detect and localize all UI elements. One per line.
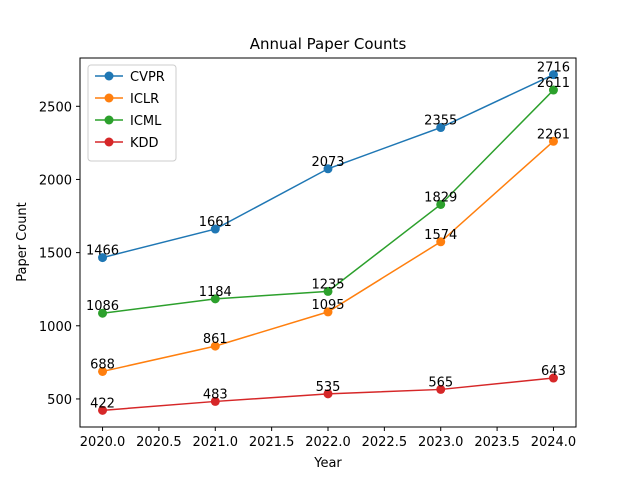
data-label-iclr: 861 <box>203 332 228 347</box>
y-axis-title: Paper Count <box>15 202 30 282</box>
legend-marker-icml <box>104 115 114 125</box>
data-point-icml <box>548 85 558 95</box>
data-point-iclr <box>548 136 558 146</box>
data-point-cvpr <box>323 164 333 174</box>
data-label-kdd: 422 <box>90 396 115 411</box>
data-label-kdd: 643 <box>541 364 566 379</box>
y-tick-label: 2000 <box>39 173 72 188</box>
data-point-icml <box>323 286 333 296</box>
data-point-cvpr <box>436 123 446 133</box>
data-point-icml <box>436 199 446 209</box>
data-point-cvpr <box>548 70 558 80</box>
y-axis: 500 1000 1500 2000 2500 <box>39 100 80 408</box>
data-label-cvpr: 1466 <box>86 244 119 259</box>
data-point-cvpr <box>98 253 108 263</box>
y-tick-label: 500 <box>47 393 72 408</box>
data-label-icml: 1829 <box>424 190 457 205</box>
data-label-cvpr: 1661 <box>199 215 232 230</box>
series-line-iclr <box>102 140 554 373</box>
data-point-kdd <box>323 389 333 399</box>
data-point-cvpr <box>210 224 220 234</box>
data-point-kdd <box>548 373 558 383</box>
legend-label-icml: ICML <box>130 114 162 129</box>
legend-box <box>87 64 177 162</box>
legend-label-kdd: KDD <box>130 136 159 151</box>
x-axis: 2020.0 2020.5 2021.0 2021.5 2022.0 2022.5 2023… <box>80 427 576 450</box>
data-point-kdd <box>436 384 446 394</box>
x-tick-label: 2024.0 <box>531 435 577 450</box>
x-tick-label: 2022.5 <box>362 435 408 450</box>
x-tick-label: 2023.5 <box>474 435 520 450</box>
data-point-iclr <box>323 307 333 317</box>
data-label-iclr: 1095 <box>311 298 344 313</box>
data-point-kdd <box>210 396 220 406</box>
data-label-iclr: 1574 <box>424 228 457 243</box>
data-label-icml: 1086 <box>86 299 119 314</box>
legend-marker-kdd <box>104 137 114 147</box>
legend-marker-cvpr <box>104 71 114 81</box>
data-label-icml: 1184 <box>199 285 232 300</box>
plot-area: 1466 1661 2073 2355 2716 688 861 1095 1574 2261 10… <box>86 61 570 415</box>
data-label-iclr: 2261 <box>537 127 570 142</box>
data-label-cvpr: 2355 <box>424 114 457 129</box>
chart-title: Annual Paper Counts <box>250 35 407 53</box>
y-tick-label: 1500 <box>39 247 72 262</box>
y-tick-label: 1000 <box>39 320 72 335</box>
data-label-iclr: 688 <box>90 357 115 372</box>
legend-label-cvpr: CVPR <box>130 70 165 85</box>
x-tick-label: 2020.0 <box>80 435 126 450</box>
data-point-iclr <box>436 237 446 247</box>
x-tick-label: 2021.5 <box>249 435 295 450</box>
legend-label-iclr: ICLR <box>130 92 159 107</box>
legend: CVPR ICLR ICML KDD <box>87 64 177 162</box>
data-point-icml <box>98 308 108 318</box>
data-point-iclr <box>98 366 108 376</box>
data-label-kdd: 535 <box>316 380 341 395</box>
data-point-kdd <box>98 405 108 415</box>
data-label-kdd: 565 <box>428 375 453 390</box>
x-tick-label: 2023.0 <box>418 435 464 450</box>
x-tick-label: 2022.0 <box>305 435 351 450</box>
data-label-cvpr: 2073 <box>311 155 344 170</box>
y-tick-label: 2500 <box>39 100 72 115</box>
x-axis-title: Year <box>313 456 342 471</box>
x-tick-label: 2021.0 <box>193 435 239 450</box>
x-tick-label: 2020.5 <box>136 435 182 450</box>
data-label-kdd: 483 <box>203 387 228 402</box>
data-label-icml: 1235 <box>311 277 344 292</box>
data-point-icml <box>210 294 220 304</box>
data-label-icml: 2611 <box>537 76 570 91</box>
data-point-iclr <box>210 341 220 351</box>
legend-marker-iclr <box>104 93 114 103</box>
data-label-cvpr: 2716 <box>537 61 570 76</box>
